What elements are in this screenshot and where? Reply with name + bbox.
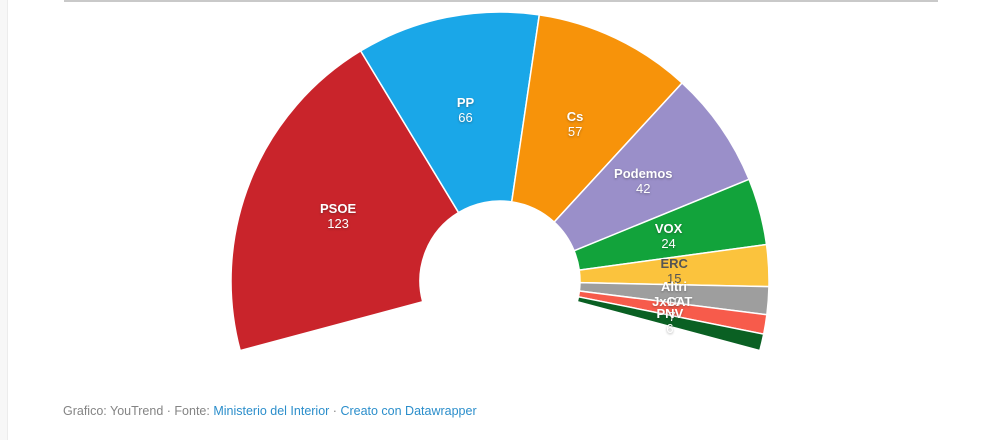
slice-label-podemos: Podemos 42 xyxy=(614,166,673,196)
slice-label-jxcat: JxCAT 7 xyxy=(652,294,692,324)
slice-pp xyxy=(359,11,541,214)
embed-top-border xyxy=(64,0,938,2)
slice-label-vox: VOX 24 xyxy=(655,221,682,251)
slice-label-name: VOX xyxy=(654,220,683,236)
slice-label-altri: Altri 10 xyxy=(661,279,687,309)
slice-label-pp: PP 66 xyxy=(457,95,474,125)
slice-label-value: 42 xyxy=(636,181,651,197)
datawrapper-link[interactable]: Creato con Datawrapper xyxy=(340,404,477,418)
credit-text: Grafico: YouTrend · Fonte: xyxy=(63,404,214,418)
slice-label-name: PSOE xyxy=(320,200,357,216)
slice-label-name: PNV xyxy=(656,305,684,321)
slice-label-pnv: PNV 6 xyxy=(657,306,684,336)
slice-label-name: PP xyxy=(456,94,475,110)
slice-label-name: Altri xyxy=(661,278,688,294)
slice-label-name: Podemos xyxy=(614,166,673,182)
slice-label-value: 6 xyxy=(666,320,674,336)
slice-label-value: 15 xyxy=(666,270,682,286)
slice-label-value: 123 xyxy=(327,215,349,231)
slice-label-erc: ERC 15 xyxy=(660,256,687,286)
slice-label-name: Cs xyxy=(566,108,584,124)
footer-credit: Grafico: YouTrend · Fonte: Ministerio de… xyxy=(63,403,477,419)
slice-cs xyxy=(510,14,683,223)
page-left-gutter xyxy=(0,0,8,440)
slice-label-value: 66 xyxy=(458,109,473,125)
slice-pnv xyxy=(576,296,765,352)
slice-label-name: ERC xyxy=(660,255,688,271)
slice-label-value: 7 xyxy=(668,309,676,325)
slice-label-cs: Cs 57 xyxy=(567,109,584,139)
credit-separator: · xyxy=(329,404,341,418)
slice-label-psoe: PSOE 123 xyxy=(320,201,356,231)
slice-label-value: 57 xyxy=(567,123,583,139)
slice-label-value: 10 xyxy=(666,293,682,309)
source-link[interactable]: Ministerio del Interior xyxy=(213,404,330,418)
slice-label-value: 24 xyxy=(661,235,676,251)
slice-label-name: JxCAT xyxy=(652,294,693,310)
slice-psoe xyxy=(230,50,460,352)
